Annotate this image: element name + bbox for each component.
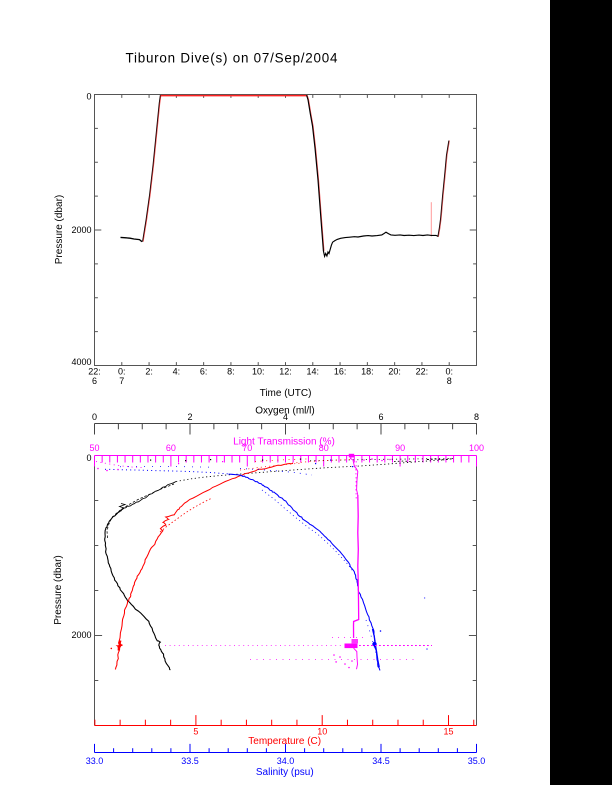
svg-text:18:: 18: (361, 367, 374, 377)
svg-text:0: 0 (86, 92, 91, 102)
svg-text:8: 8 (447, 376, 452, 386)
svg-text:0: 0 (92, 412, 97, 422)
svg-text:2: 2 (187, 412, 192, 422)
svg-text:0:: 0: (118, 367, 126, 377)
svg-text:35.0: 35.0 (468, 756, 486, 766)
svg-text:6:: 6: (200, 367, 208, 377)
svg-text:8:: 8: (227, 367, 235, 377)
svg-text:90: 90 (395, 443, 405, 453)
svg-text:6: 6 (378, 412, 383, 422)
svg-text:34.5: 34.5 (372, 756, 390, 766)
svg-text:Pressure (dbar): Pressure (dbar) (54, 195, 65, 264)
svg-text:22:: 22: (416, 367, 429, 377)
svg-text:34.0: 34.0 (277, 756, 295, 766)
svg-text:0:: 0: (445, 367, 453, 377)
svg-text:5: 5 (193, 727, 198, 737)
svg-text:7: 7 (119, 376, 124, 386)
svg-text:15: 15 (443, 727, 453, 737)
svg-text:0: 0 (86, 453, 91, 463)
svg-text:100: 100 (469, 443, 484, 453)
svg-text:Light Transmission (%): Light Transmission (%) (233, 437, 335, 448)
svg-text:14:: 14: (307, 367, 320, 377)
svg-text:Pressure (dbar): Pressure (dbar) (53, 555, 64, 624)
svg-text:Temperature (C): Temperature (C) (248, 736, 321, 747)
svg-text:10:: 10: (252, 367, 265, 377)
svg-text:4:: 4: (173, 367, 181, 377)
svg-text:20:: 20: (388, 367, 401, 377)
svg-text:70: 70 (242, 443, 252, 453)
svg-text:80: 80 (319, 443, 329, 453)
svg-text:8: 8 (474, 412, 479, 422)
svg-text:10: 10 (317, 727, 327, 737)
svg-text:4: 4 (283, 412, 288, 422)
svg-text:6: 6 (92, 376, 97, 386)
svg-text:60: 60 (166, 443, 176, 453)
svg-text:Tiburon Dive(s) on 07/Sep/2004: Tiburon Dive(s) on 07/Sep/2004 (126, 51, 339, 66)
svg-text:33.5: 33.5 (181, 756, 199, 766)
svg-text:4000: 4000 (71, 357, 91, 367)
svg-text:33.0: 33.0 (86, 756, 104, 766)
svg-text:16:: 16: (334, 367, 347, 377)
svg-text:2:: 2: (145, 367, 153, 377)
svg-text:Time (UTC): Time (UTC) (260, 388, 312, 399)
svg-text:Salinity (psu): Salinity (psu) (256, 767, 314, 778)
svg-text:50: 50 (89, 443, 99, 453)
svg-text:2000: 2000 (71, 630, 91, 640)
svg-text:22:: 22: (88, 367, 101, 377)
svg-text:2000: 2000 (71, 225, 91, 235)
svg-text:Oxygen (ml/l): Oxygen (ml/l) (255, 406, 314, 417)
svg-text:12:: 12: (279, 367, 292, 377)
